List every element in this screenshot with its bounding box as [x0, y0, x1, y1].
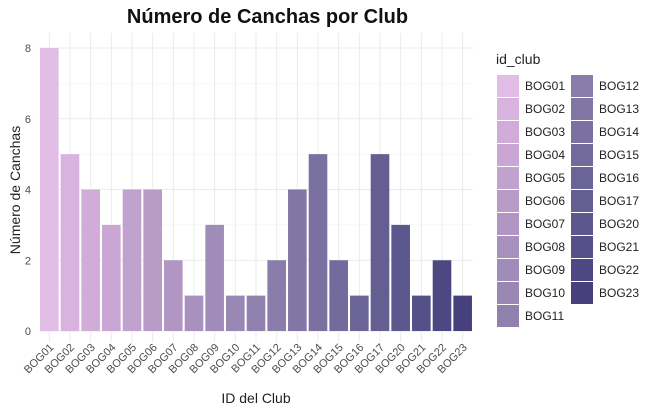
legend-label: BOG11 — [525, 309, 565, 323]
y-tick-label: 8 — [25, 43, 31, 55]
legend-label: BOG23 — [599, 286, 640, 300]
bar-bog16 — [350, 295, 369, 332]
legend-key — [497, 282, 519, 304]
bar-bog05 — [122, 189, 142, 331]
legend-label: BOG22 — [599, 263, 640, 277]
y-axis-label: Número de Canchas — [7, 126, 23, 254]
legend-key — [571, 236, 593, 258]
legend-label: BOG08 — [525, 240, 566, 254]
legend-key — [497, 121, 519, 143]
y-tick-label: 6 — [25, 114, 31, 126]
legend-key — [571, 98, 593, 120]
bar-bog01 — [40, 48, 59, 331]
legend-key — [497, 305, 519, 327]
bar-bog21 — [412, 295, 431, 332]
legend-key — [571, 213, 593, 235]
bar-bog23 — [453, 295, 472, 332]
chart-title: Número de Canchas por Club — [126, 6, 409, 28]
legend-key — [497, 144, 519, 166]
legend-label: BOG06 — [525, 194, 566, 208]
legend-key — [571, 167, 593, 189]
bar-bog07 — [164, 260, 183, 331]
legend-title: id_club — [496, 51, 541, 67]
bar-bog09 — [205, 224, 224, 332]
legend-key — [497, 167, 519, 189]
legend-label: BOG09 — [525, 263, 566, 277]
bar-bog02 — [60, 154, 80, 332]
legend-key — [571, 75, 593, 97]
legend-key — [497, 259, 519, 281]
bars — [40, 48, 472, 332]
bar-bog11 — [246, 295, 266, 332]
legend-key — [571, 282, 593, 304]
bar-bog04 — [102, 224, 121, 332]
legend-label: BOG01 — [525, 79, 566, 93]
x-axis-label: ID del Club — [221, 390, 290, 406]
legend-label: BOG07 — [525, 217, 566, 231]
legend-key — [571, 144, 593, 166]
legend-key — [497, 190, 519, 212]
bar-bog06 — [143, 189, 162, 331]
legend-label: BOG20 — [599, 217, 640, 231]
legend-label: BOG03 — [525, 125, 566, 139]
y-tick-label: 2 — [25, 255, 31, 267]
bar-bog13 — [288, 189, 307, 331]
legend-label: BOG21 — [599, 240, 640, 254]
legend-label: BOG14 — [599, 125, 640, 139]
bar-bog12 — [267, 260, 286, 331]
y-tick-label: 4 — [25, 185, 31, 197]
legend-label: BOG05 — [525, 171, 566, 185]
legend-label: BOG16 — [599, 171, 640, 185]
legend-key — [497, 98, 519, 120]
x-tick-labels: BOG01BOG02BOG03BOG04BOG05BOG06BOG07BOG08… — [22, 342, 470, 376]
legend-key — [571, 190, 593, 212]
legend-key — [497, 75, 519, 97]
legend-label: BOG13 — [599, 102, 640, 116]
legend-label: BOG12 — [599, 79, 640, 93]
bar-bog17 — [370, 154, 390, 332]
legend-label: BOG17 — [599, 194, 640, 208]
legend-label: BOG10 — [525, 286, 566, 300]
legend-label: BOG04 — [525, 148, 566, 162]
bar-bog14 — [308, 154, 328, 332]
legend-key — [571, 259, 593, 281]
y-tick-label: 0 — [25, 326, 31, 338]
y-tick-labels: 0 2 4 6 8 — [25, 43, 31, 338]
bar-bog08 — [184, 295, 204, 332]
bar-bog15 — [329, 260, 348, 331]
bar-bog22 — [432, 260, 452, 331]
legend-label: BOG15 — [599, 148, 640, 162]
legend-label: BOG02 — [525, 102, 566, 116]
legend-key — [497, 236, 519, 258]
bar-bog10 — [226, 295, 245, 332]
bar-bog20 — [391, 224, 410, 332]
legend-key — [571, 121, 593, 143]
legend-key — [497, 213, 519, 235]
bar-bog03 — [81, 189, 100, 331]
